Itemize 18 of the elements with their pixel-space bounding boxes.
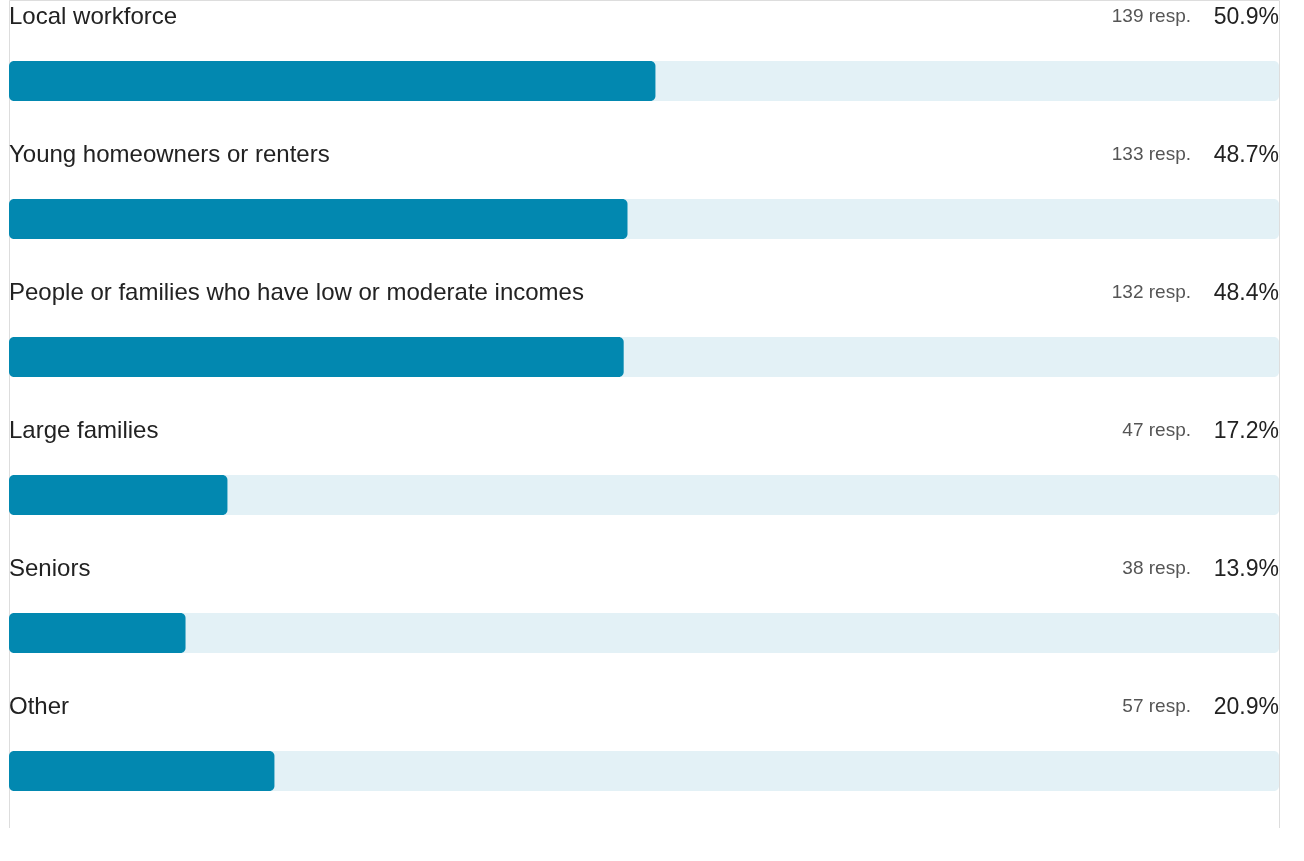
annotation: 133 resp. (1111, 143, 1191, 164)
data-label: 48.4% (1213, 279, 1279, 305)
annotation: 139 resp. (1111, 5, 1191, 26)
data-label: 13.9% (1213, 555, 1279, 581)
annotation: 38 resp. (1122, 557, 1191, 578)
y-tick-label: Local workforce (9, 2, 178, 29)
annotation: 132 resp. (1111, 281, 1191, 302)
annotation: 47 resp. (1122, 419, 1191, 440)
y-tick-label: Other (9, 692, 70, 719)
data-label: 17.2% (1213, 417, 1279, 443)
data-label: 50.9% (1213, 3, 1279, 29)
y-tick-label: Large families (9, 416, 159, 443)
y-tick-label: Seniors (9, 554, 91, 581)
y-tick-label: Young homeowners or renters (9, 140, 330, 167)
annotation: 57 resp. (1122, 695, 1191, 716)
data-label: 48.7% (1213, 141, 1279, 167)
data-label: 20.9% (1213, 693, 1279, 719)
y-tick-label: People or families who have low or moderate incomes (9, 278, 584, 305)
